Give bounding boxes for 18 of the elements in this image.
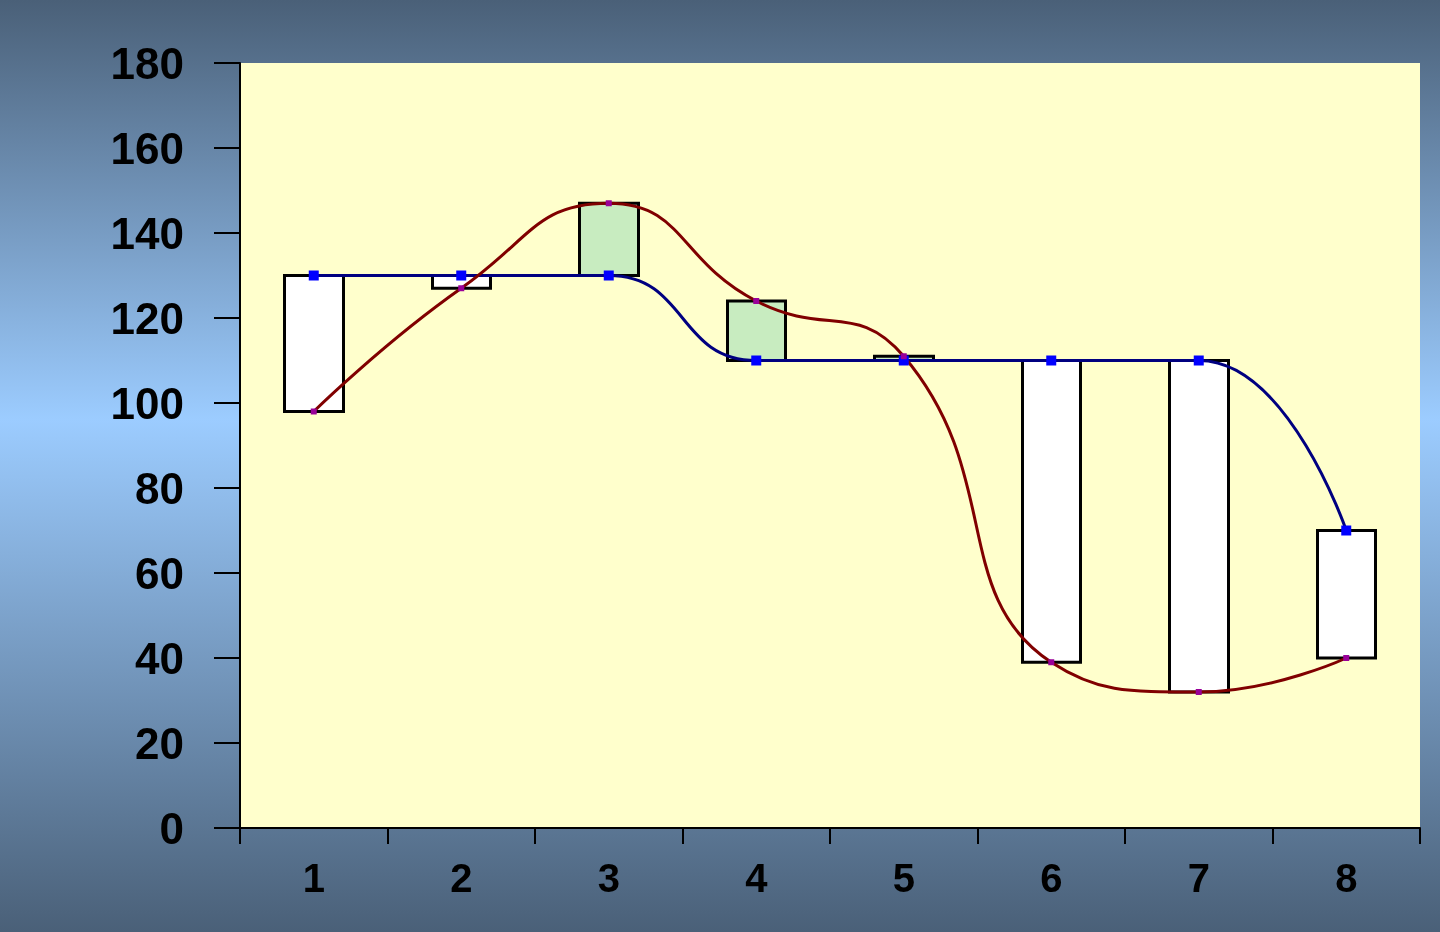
y-tick-label: 180 <box>110 38 184 88</box>
y-tick-label: 80 <box>135 463 184 513</box>
y-tick-label: 120 <box>110 293 184 343</box>
x-tick-label: 4 <box>745 856 769 900</box>
x-tick-label: 2 <box>450 856 473 900</box>
x-tick-label: 1 <box>302 856 325 900</box>
x-tick-label: 5 <box>892 856 915 900</box>
y-tick-label: 140 <box>110 208 184 258</box>
x-tick-label: 6 <box>1040 856 1063 900</box>
y-tick-label: 0 <box>159 803 184 853</box>
x-tick-label: 3 <box>597 856 620 900</box>
x-tick-label: 8 <box>1335 856 1358 900</box>
y-tick-label: 60 <box>135 548 184 598</box>
y-tick-label: 40 <box>135 633 184 683</box>
y-tick-label: 160 <box>110 123 184 173</box>
x-tick-label: 7 <box>1187 856 1210 900</box>
y-tick-label: 20 <box>135 718 184 768</box>
y-tick-label: 100 <box>110 378 184 428</box>
